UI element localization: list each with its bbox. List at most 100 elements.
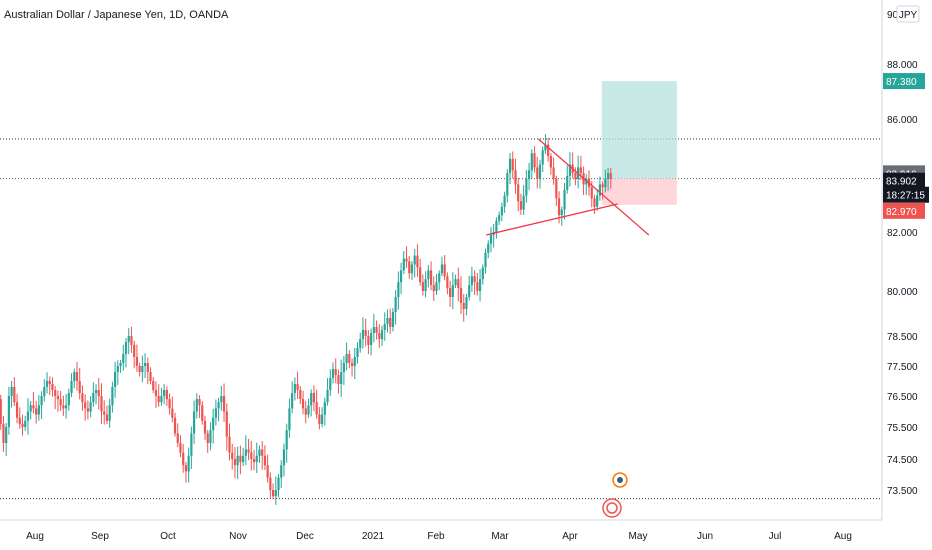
candle-body xyxy=(552,167,555,179)
candle-body xyxy=(56,396,60,400)
candle-body xyxy=(231,452,234,459)
candle-body xyxy=(282,449,286,466)
time-tick-label: Mar xyxy=(491,531,509,542)
trendline[interactable] xyxy=(486,203,618,236)
axis-tick-labels: 73.500 74.500 75.500 76.500 77.500 78.500 80.0… xyxy=(26,10,918,542)
event-markers[interactable] xyxy=(602,472,628,518)
event-icon-dot xyxy=(617,477,623,483)
price-tick-label: 74.500 xyxy=(887,455,918,466)
price-tag-label: 83.902 xyxy=(886,177,917,188)
trendline-drawings[interactable] xyxy=(486,138,650,236)
candle-body xyxy=(459,288,463,303)
candle-body xyxy=(315,402,318,415)
long-position-tool[interactable] xyxy=(601,81,677,205)
candle-body xyxy=(244,449,247,456)
candle-body xyxy=(527,170,531,179)
candle-body xyxy=(536,167,539,179)
time-tick-label: Feb xyxy=(427,531,445,542)
candle-body xyxy=(255,455,258,463)
time-tick-label: Jul xyxy=(769,531,782,542)
candle-body xyxy=(122,354,125,363)
candle-body xyxy=(451,285,454,297)
candle-body xyxy=(331,369,335,378)
candle-body xyxy=(375,327,378,333)
candle-body xyxy=(160,396,163,403)
candle-body xyxy=(179,443,182,453)
candle-body xyxy=(64,405,68,409)
time-tick-label: Aug xyxy=(834,531,852,542)
candle-body xyxy=(111,387,114,406)
candle-body xyxy=(75,372,79,381)
candle-body xyxy=(356,348,359,357)
candle-body xyxy=(296,384,299,390)
candle-body xyxy=(2,423,5,443)
time-tick-label: Oct xyxy=(160,531,176,542)
candle-body xyxy=(124,342,128,354)
candle-body xyxy=(146,363,149,372)
candle-body xyxy=(318,414,321,424)
candle-body xyxy=(440,264,444,274)
candle-body xyxy=(498,215,501,221)
candle-body xyxy=(242,455,245,463)
candle-body xyxy=(495,220,498,232)
candle-body xyxy=(500,206,503,216)
time-tick-label: Nov xyxy=(229,531,247,542)
candle-body xyxy=(92,393,95,403)
candle-body xyxy=(24,420,27,427)
candle-body xyxy=(127,336,130,342)
candle-body xyxy=(421,282,424,291)
earnings-icon-ring xyxy=(606,502,618,514)
candle-body xyxy=(261,449,264,456)
candle-body xyxy=(427,270,430,280)
take-profit-zone[interactable] xyxy=(601,81,677,179)
price-tick-label: 77.500 xyxy=(887,362,918,373)
candle-body xyxy=(29,405,32,412)
candle-body xyxy=(598,184,602,196)
candle-body xyxy=(568,164,572,176)
candle-body xyxy=(405,258,408,262)
candle-body xyxy=(212,417,215,431)
candle-body xyxy=(383,324,386,330)
price-tag-label: 18:27:15 xyxy=(886,191,925,202)
candle-body xyxy=(62,405,65,409)
candle-body xyxy=(590,187,593,199)
candle-body xyxy=(247,449,250,453)
candle-body xyxy=(353,357,356,366)
candle-body xyxy=(438,273,441,283)
trendline[interactable] xyxy=(537,138,650,236)
candle-body xyxy=(574,173,577,179)
price-tag xyxy=(883,186,929,203)
time-tick-label: Dec xyxy=(296,531,314,542)
candle-body xyxy=(329,378,332,390)
candle-body xyxy=(462,303,465,309)
candle-body xyxy=(220,396,223,403)
candle-body xyxy=(233,459,237,466)
candle-body xyxy=(154,390,158,396)
chart-title: Australian Dollar / Japanese Yen, 1D, OA… xyxy=(4,9,229,21)
price-tick-label: 76.500 xyxy=(887,392,918,403)
time-tick-label: Apr xyxy=(562,531,578,542)
candle-body xyxy=(397,282,400,297)
time-tick-label: Aug xyxy=(26,531,44,542)
candle-body xyxy=(410,264,414,274)
price-tick-label: 86.000 xyxy=(887,115,918,126)
candle-body xyxy=(54,390,57,396)
stop-loss-zone[interactable] xyxy=(601,178,677,205)
earnings-icon[interactable] xyxy=(602,498,622,518)
candle-body xyxy=(182,452,185,466)
candle-body xyxy=(198,399,201,406)
candle-body xyxy=(138,366,141,372)
candle-body xyxy=(70,381,73,393)
currency-button[interactable]: JPY xyxy=(896,5,920,23)
price-tag xyxy=(883,73,925,90)
time-tick-label: Sep xyxy=(91,531,109,542)
candle-body xyxy=(277,477,280,490)
candle-body xyxy=(165,390,168,400)
candle-body xyxy=(0,399,2,424)
candle-body xyxy=(149,372,152,381)
candle-body xyxy=(143,363,147,366)
price-tick-label: 80.000 xyxy=(887,287,918,298)
candle-body xyxy=(73,372,76,381)
